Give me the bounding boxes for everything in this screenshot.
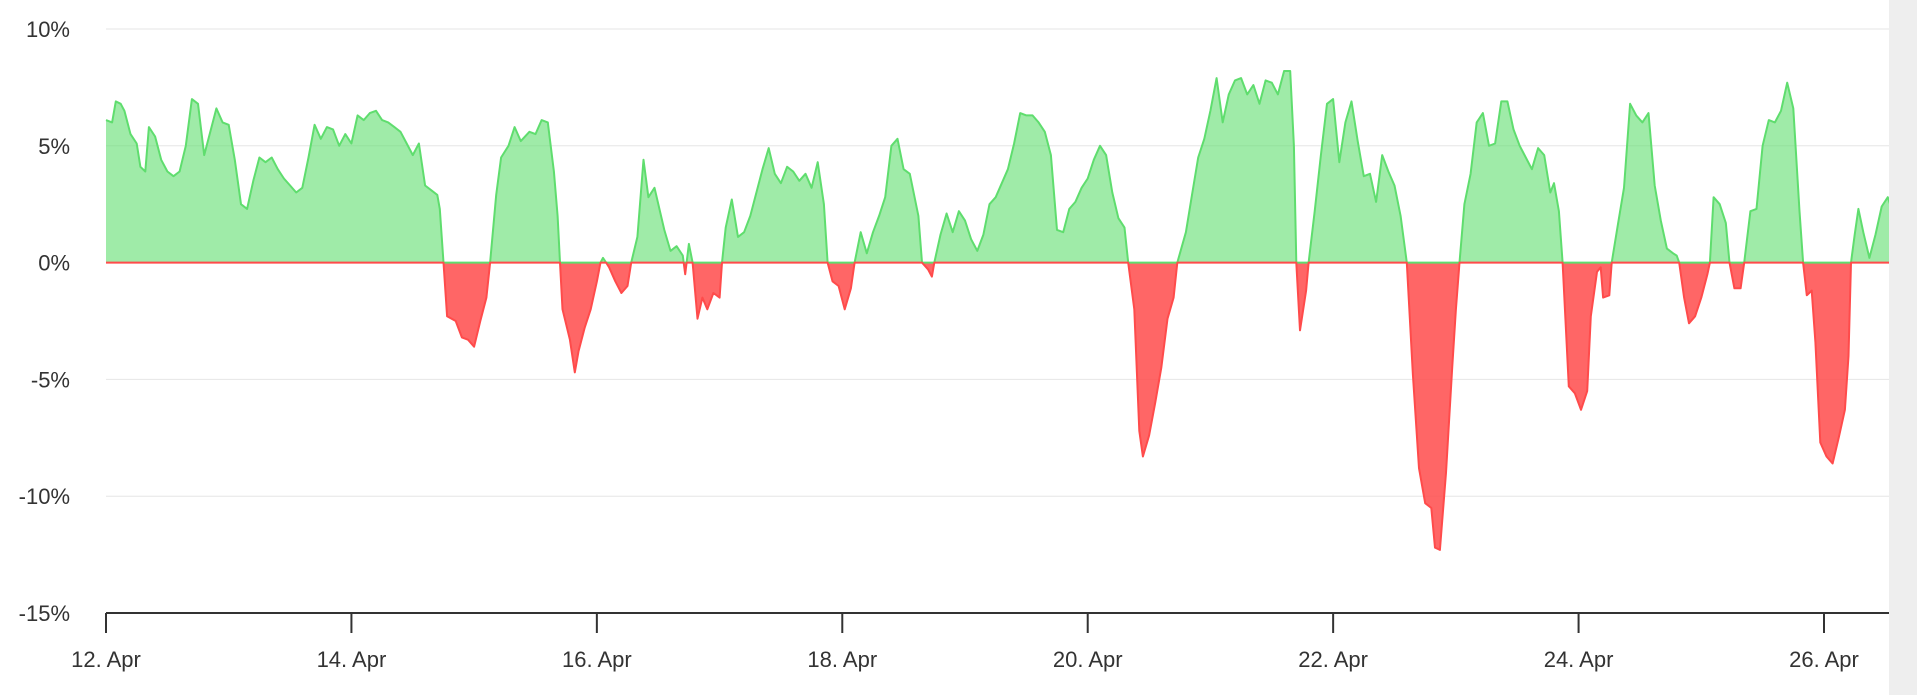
y-tick-label: -10% (19, 484, 70, 509)
x-tick-label: 16. Apr (562, 647, 632, 672)
scrollbar-track[interactable] (1889, 0, 1917, 695)
x-tick-label: 26. Apr (1789, 647, 1859, 672)
y-tick-label: 5% (38, 134, 70, 159)
x-tick-label: 12. Apr (71, 647, 141, 672)
y-tick-label: -15% (19, 601, 70, 626)
y-tick-label: 10% (26, 17, 70, 42)
x-axis (105, 612, 1893, 633)
x-tick-label: 24. Apr (1544, 647, 1614, 672)
positive-line (105, 70, 1917, 264)
x-axis-labels: 12. Apr 14. Apr 16. Apr 18. Apr 20. Apr 22. A… (71, 647, 1859, 672)
negative-area (106, 262, 1917, 550)
x-tick-label: 18. Apr (807, 647, 877, 672)
positive-area (106, 71, 1917, 263)
area-series (105, 70, 1917, 551)
x-tick-label: 20. Apr (1053, 647, 1123, 672)
y-axis-labels: 10% 5% 0% -5% -10% -15% (19, 17, 70, 626)
negative-line (106, 261, 1917, 551)
x-tick-label: 14. Apr (317, 647, 387, 672)
x-tick-label: 22. Apr (1298, 647, 1368, 672)
y-tick-label: 0% (38, 251, 70, 276)
y-tick-label: -5% (31, 367, 70, 392)
